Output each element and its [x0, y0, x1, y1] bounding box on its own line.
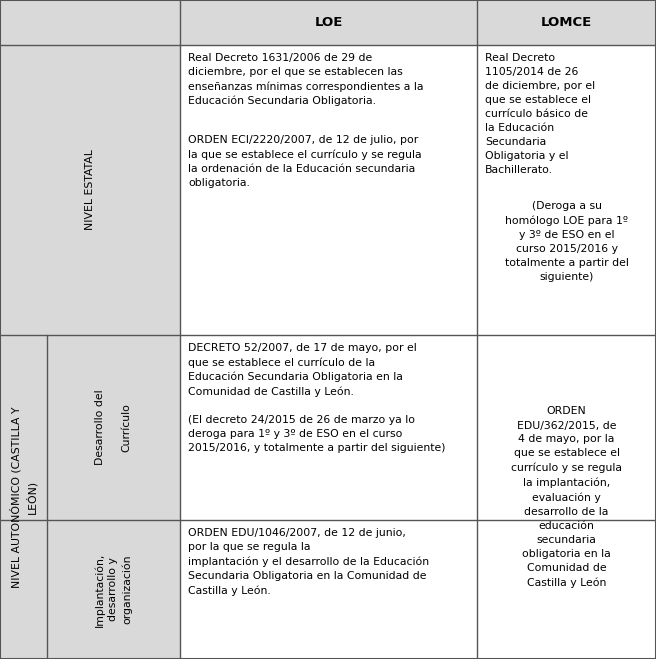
Bar	[0, 520, 47, 659]
Bar	[180, 0, 477, 45]
Text: Real Decreto 1631/2006 de 29 de
diciembre, por el que se establecen las
enseñanz: Real Decreto 1631/2006 de 29 de diciembr…	[188, 53, 424, 107]
Text: NIVEL ESTATAL: NIVEL ESTATAL	[85, 150, 95, 231]
Bar	[180, 520, 477, 659]
Bar	[0, 45, 180, 335]
Bar	[180, 45, 477, 335]
Text: DECRETO 52/2007, de 17 de mayo, por el
que se establece el currículo de la
Educa: DECRETO 52/2007, de 17 de mayo, por el q…	[188, 343, 417, 397]
Text: ORDEN
EDU/362/2015, de
4 de mayo, por la
que se establece el
currículo y se regu: ORDEN EDU/362/2015, de 4 de mayo, por la…	[511, 407, 622, 588]
Bar	[47, 520, 180, 659]
Text: LOE: LOE	[314, 16, 342, 29]
Text: Implantación,
desarrollo y
organización: Implantación, desarrollo y organización	[94, 552, 133, 627]
Text: (El decreto 24/2015 de 26 de marzo ya lo
deroga para 1º y 3º de ESO en el curso
: (El decreto 24/2015 de 26 de marzo ya lo…	[188, 415, 445, 453]
Bar	[47, 0, 180, 45]
Bar	[477, 45, 656, 335]
Text: ORDEN EDU/1046/2007, de 12 de junio,
por la que se regula la
implantación y el d: ORDEN EDU/1046/2007, de 12 de junio, por…	[188, 528, 429, 596]
Bar	[47, 335, 180, 520]
Text: ORDEN ECI/2220/2007, de 12 de julio, por
la que se establece el currículo y se r: ORDEN ECI/2220/2007, de 12 de julio, por…	[188, 135, 422, 188]
Bar	[477, 0, 656, 45]
Text: NIVEL AUTONÓMICO (CASTILLA Y
LEÓN): NIVEL AUTONÓMICO (CASTILLA Y LEÓN)	[10, 406, 37, 588]
Text: Desarrollo del

Currículo: Desarrollo del Currículo	[95, 389, 132, 465]
Bar	[0, 0, 47, 45]
Bar	[477, 335, 656, 659]
Text: LOMCE: LOMCE	[541, 16, 592, 29]
Bar	[0, 335, 47, 520]
Bar	[180, 335, 477, 520]
Text: Real Decreto
1105/2014 de 26
de diciembre, por el
que se establece el
currículo : Real Decreto 1105/2014 de 26 de diciembr…	[485, 53, 595, 175]
Text: (Deroga a su
homólogo LOE para 1º
y 3º de ESO en el
curso 2015/2016 y
totalmente: (Deroga a su homólogo LOE para 1º y 3º d…	[504, 201, 628, 282]
